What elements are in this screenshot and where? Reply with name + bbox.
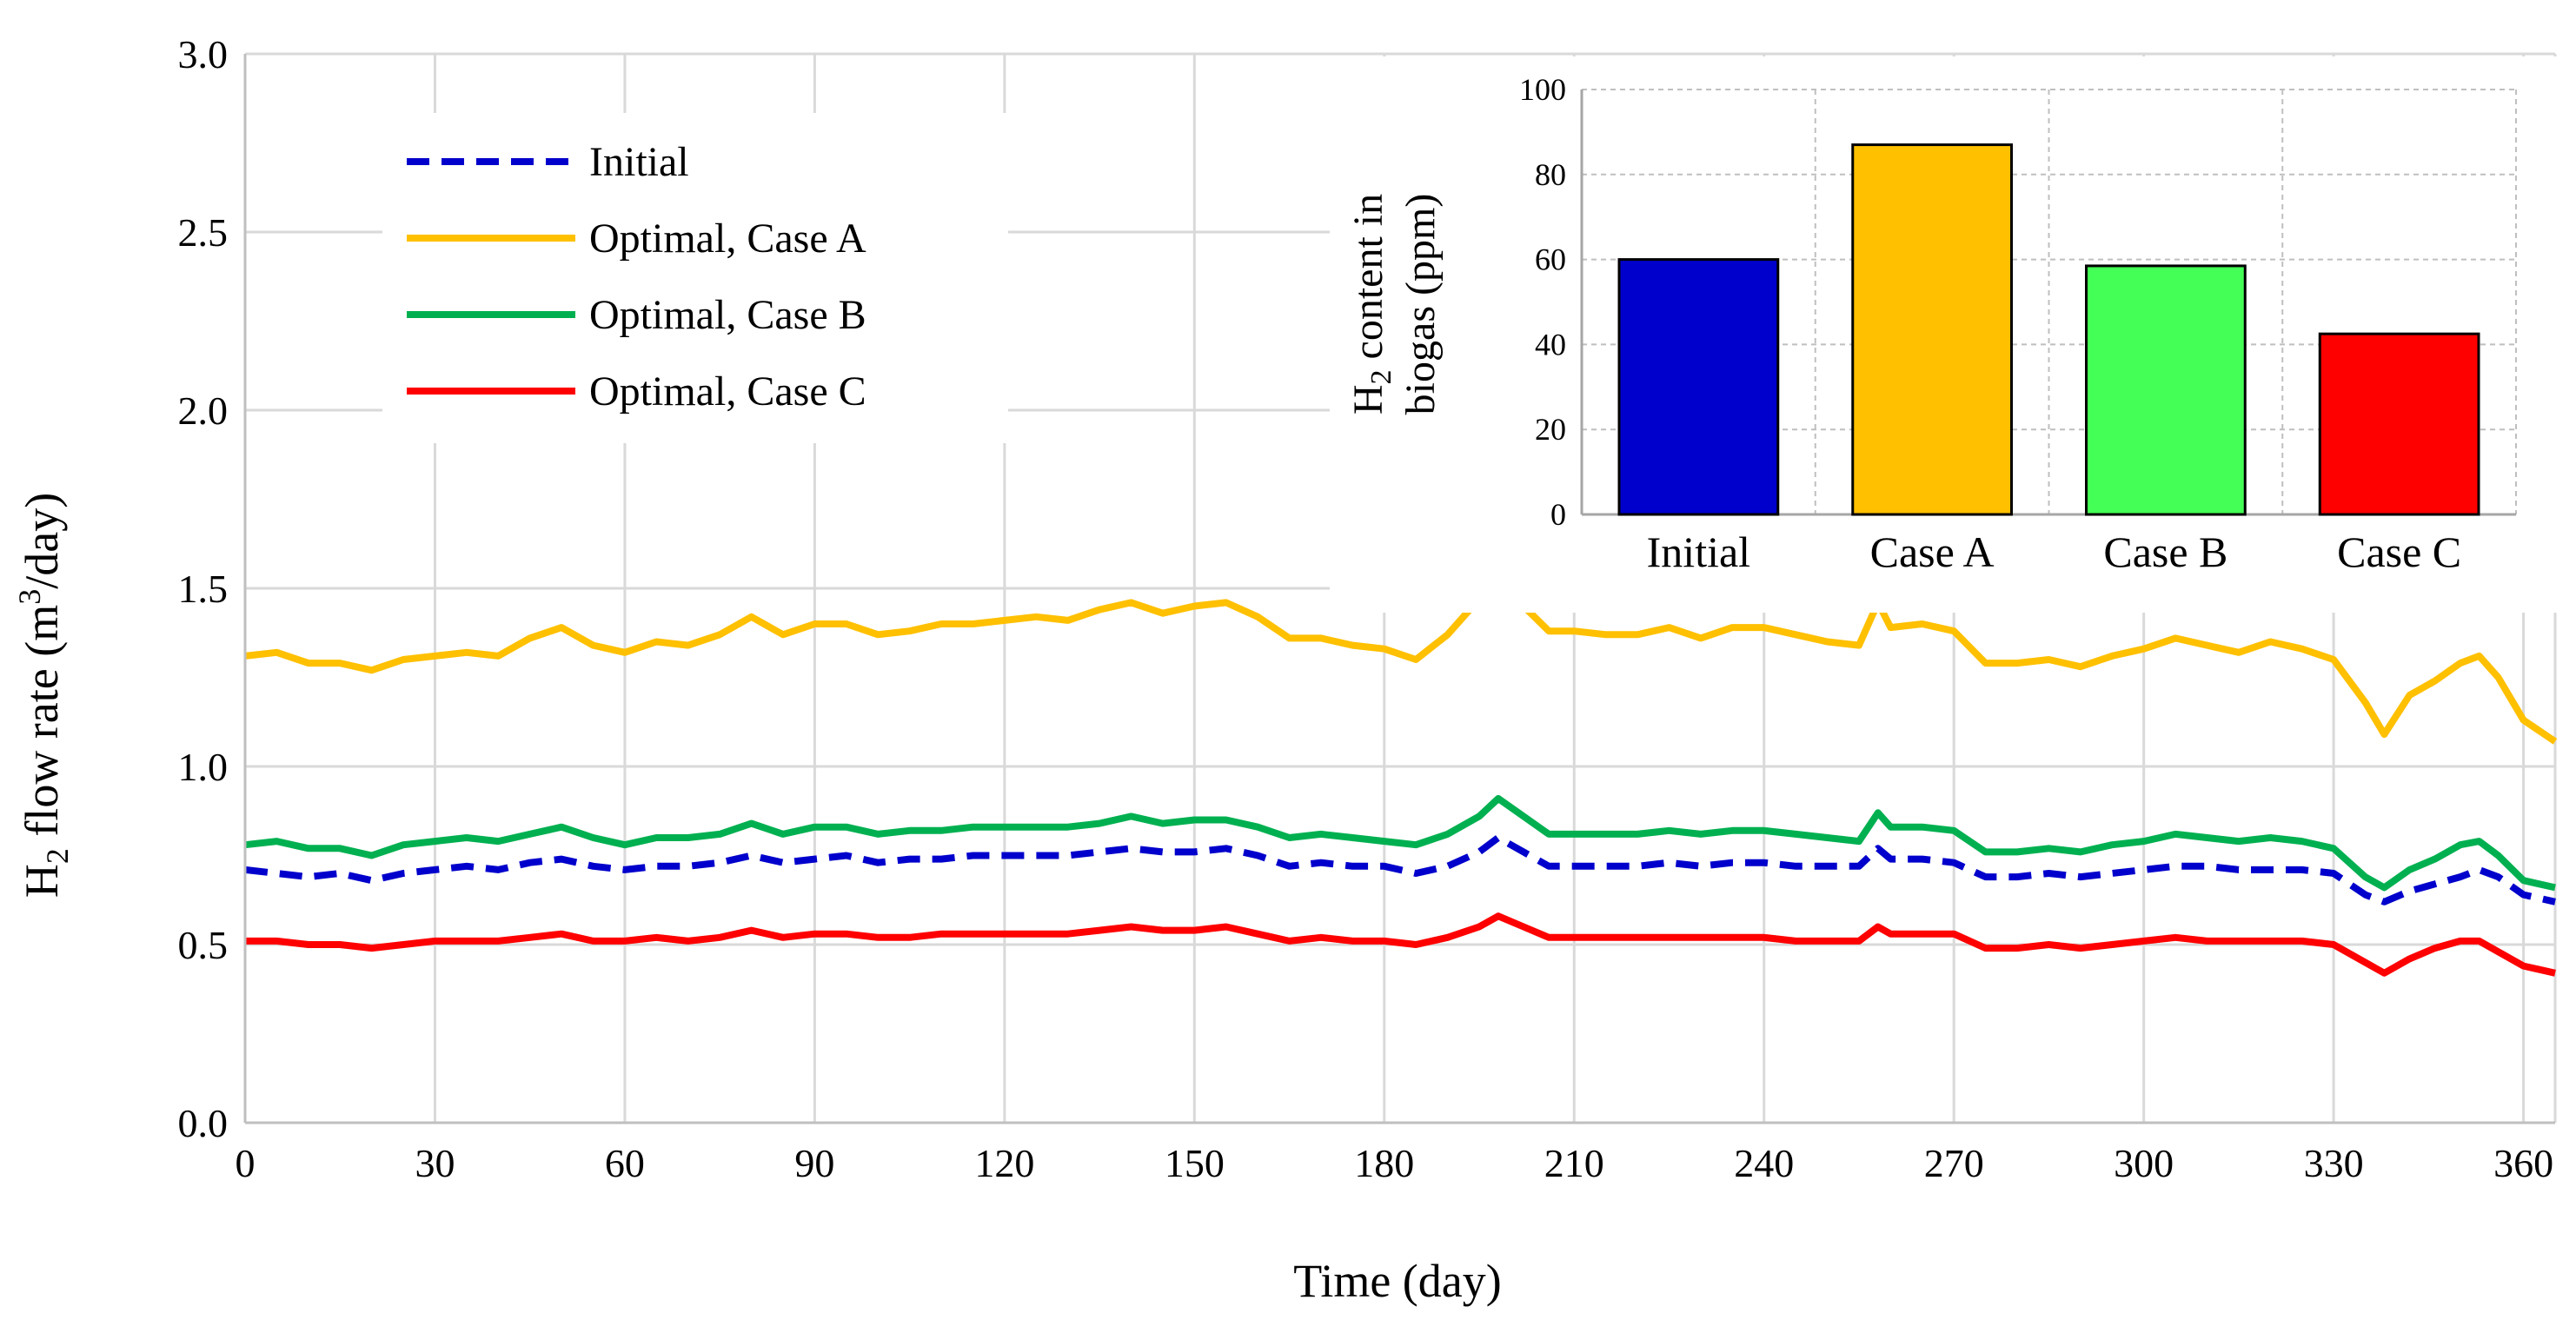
y-tick-labels: 0.0 0.5 1.0 1.5 2.0 2.5 3.0 [178,32,229,1145]
x-tick-label: 240 [1734,1141,1794,1185]
x-tick-label: 360 [2493,1141,2553,1185]
x-tick-label: 150 [1165,1141,1225,1185]
inset-bar-initial [1617,258,1780,516]
x-tick-label: 270 [1924,1141,1984,1185]
legend-label-optimal-case-c: Optimal, Case C [589,368,866,415]
inset-y-tick-label: 0 [1550,497,1566,532]
x-tick-label: 210 [1544,1141,1604,1185]
inset-category-label: Initial [1647,527,1750,576]
y-tick-label: 1.0 [178,745,229,789]
y-tick-label: 0.0 [178,1101,229,1145]
inset-category-label: Case A [1870,527,1995,576]
x-tick-label: 330 [2304,1141,2364,1185]
x-tick-label: 90 [794,1141,834,1185]
inset-category-label: Case C [2337,527,2461,576]
series-line-optimal-case-c [245,912,2556,977]
x-tick-label: 0 [236,1141,256,1185]
inset-category-label: Case B [2103,527,2227,576]
main-series-lines [244,567,2558,977]
series-line-optimal-case-b [244,794,2556,892]
inset-y-tick-label: 100 [1519,72,1566,107]
x-tick-label: 60 [605,1141,645,1185]
legend: Initial Optimal, Case A Optimal, Case B Opt… [382,113,1008,443]
y-tick-label: 3.0 [178,32,229,76]
y-tick-label: 2.0 [178,388,229,433]
legend-label-optimal-case-a: Optimal, Case A [589,216,866,262]
x-tick-label: 120 [974,1141,1034,1185]
inset-y-axis-label-line1: H2 content in [1345,194,1398,415]
y-tick-label: 1.5 [178,567,229,611]
y-tick-label: 2.5 [178,210,229,255]
x-tick-labels: 0 30 60 90 120 150 180 210 240 270 300 330 360 [236,1141,2554,1185]
inset-category-labels: Initial Case A Case B Case C [1647,527,2461,576]
inset-bar-case-a [1851,143,2013,516]
x-tick-label: 30 [415,1141,455,1185]
y-axis-label: H2 flow rate (m3/day) [12,493,75,898]
x-axis-label: Time (day) [1293,1255,1502,1307]
inset-bar-chart: 0 20 40 60 80 100 Initial Case A Case B Case C H… [1330,56,2576,613]
x-tick-label: 300 [2114,1141,2174,1185]
y-tick-label: 0.5 [178,923,229,967]
inset-y-axis-label-line2: biogas (ppm) [1398,194,1444,415]
legend-label-initial: Initial [589,139,689,185]
inset-y-tick-label: 20 [1535,412,1566,447]
series-line-optimal-case-a [244,567,2558,745]
main-axes [243,54,2555,1124]
inset-bars [1617,143,2480,516]
inset-y-tick-label: 40 [1535,327,1566,362]
inset-bar-case-c [2318,332,2480,516]
x-tick-label: 180 [1354,1141,1414,1185]
series-line-initial [244,834,2556,905]
inset-y-tick-labels: 0 20 40 60 80 100 [1519,72,1566,532]
inset-bar-case-b [2085,264,2247,516]
legend-label-optimal-case-b: Optimal, Case B [589,292,866,338]
inset-y-tick-label: 80 [1535,157,1566,192]
inset-y-tick-label: 60 [1535,242,1566,277]
